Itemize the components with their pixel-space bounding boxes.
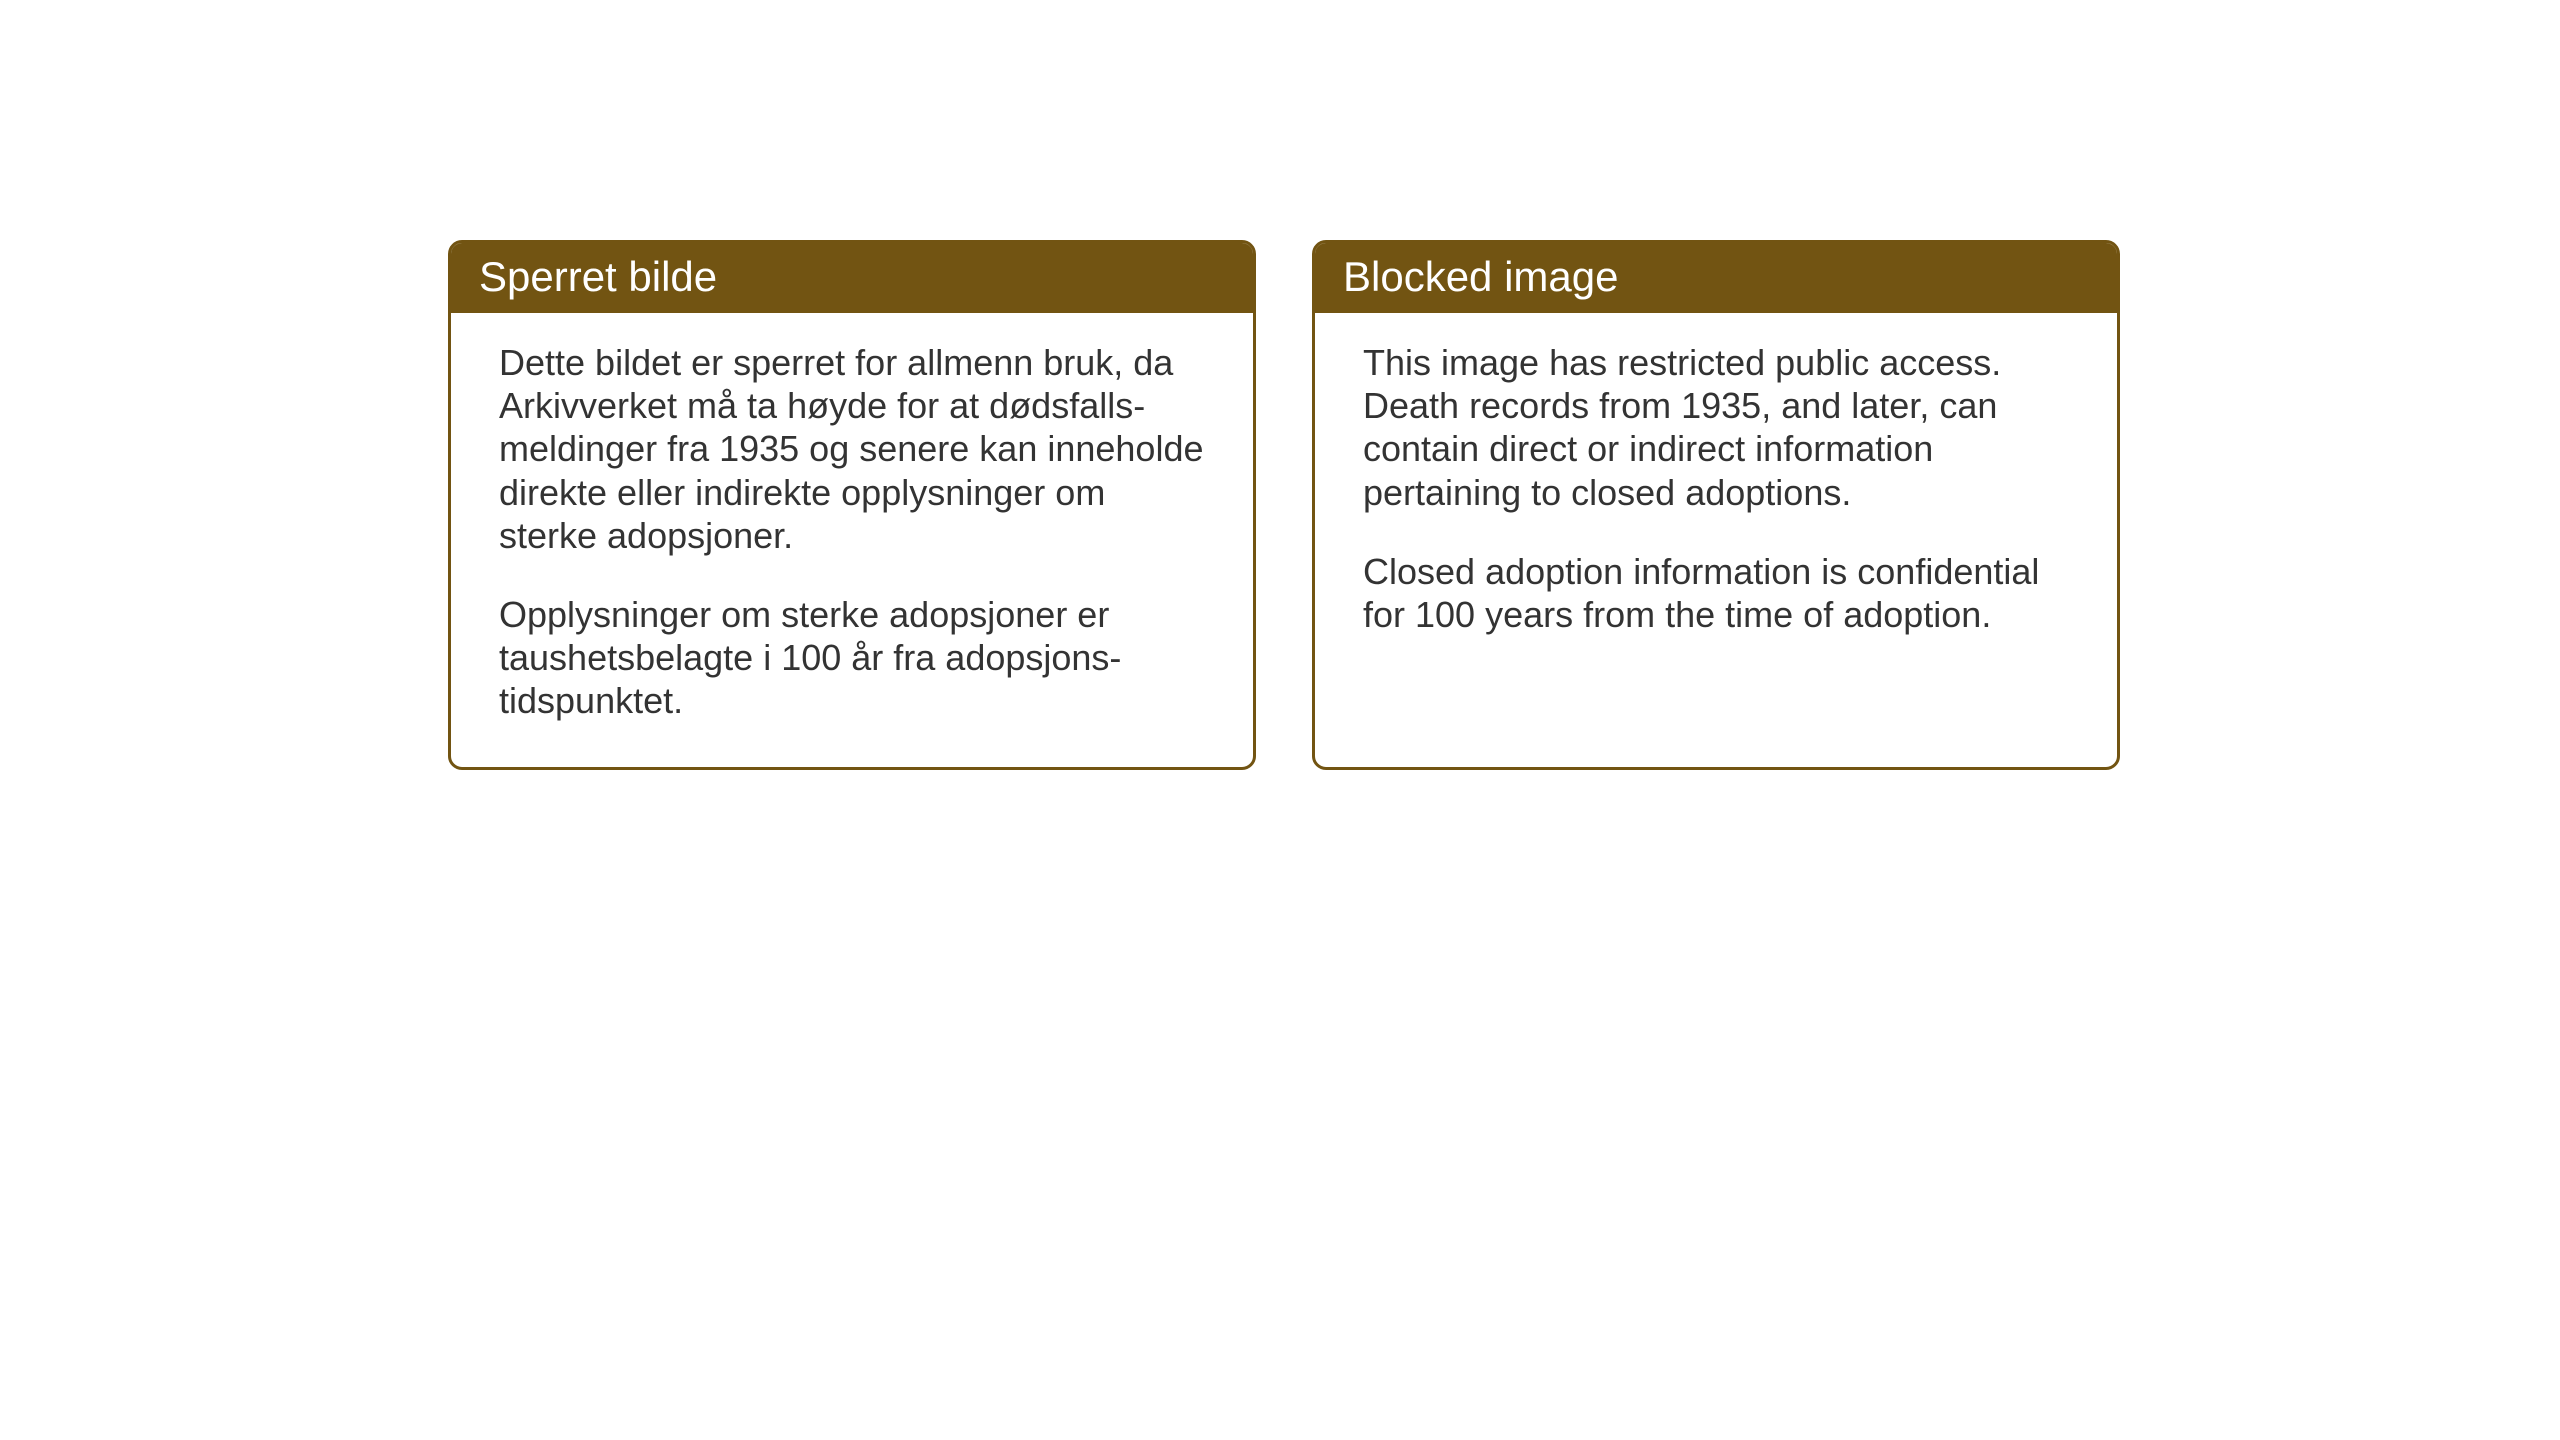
notice-paragraph-1-norwegian: Dette bildet er sperret for allmenn bruk… — [499, 341, 1205, 557]
notice-header-english: Blocked image — [1315, 243, 2117, 313]
notice-body-norwegian: Dette bildet er sperret for allmenn bruk… — [451, 313, 1253, 767]
notice-body-english: This image has restricted public access.… — [1315, 313, 2117, 680]
notice-box-norwegian: Sperret bilde Dette bildet er sperret fo… — [448, 240, 1256, 770]
notice-box-english: Blocked image This image has restricted … — [1312, 240, 2120, 770]
notice-paragraph-2-norwegian: Opplysninger om sterke adopsjoner er tau… — [499, 593, 1205, 723]
notice-paragraph-2-english: Closed adoption information is confident… — [1363, 550, 2069, 636]
notice-container: Sperret bilde Dette bildet er sperret fo… — [448, 240, 2120, 770]
notice-header-norwegian: Sperret bilde — [451, 243, 1253, 313]
notice-paragraph-1-english: This image has restricted public access.… — [1363, 341, 2069, 514]
